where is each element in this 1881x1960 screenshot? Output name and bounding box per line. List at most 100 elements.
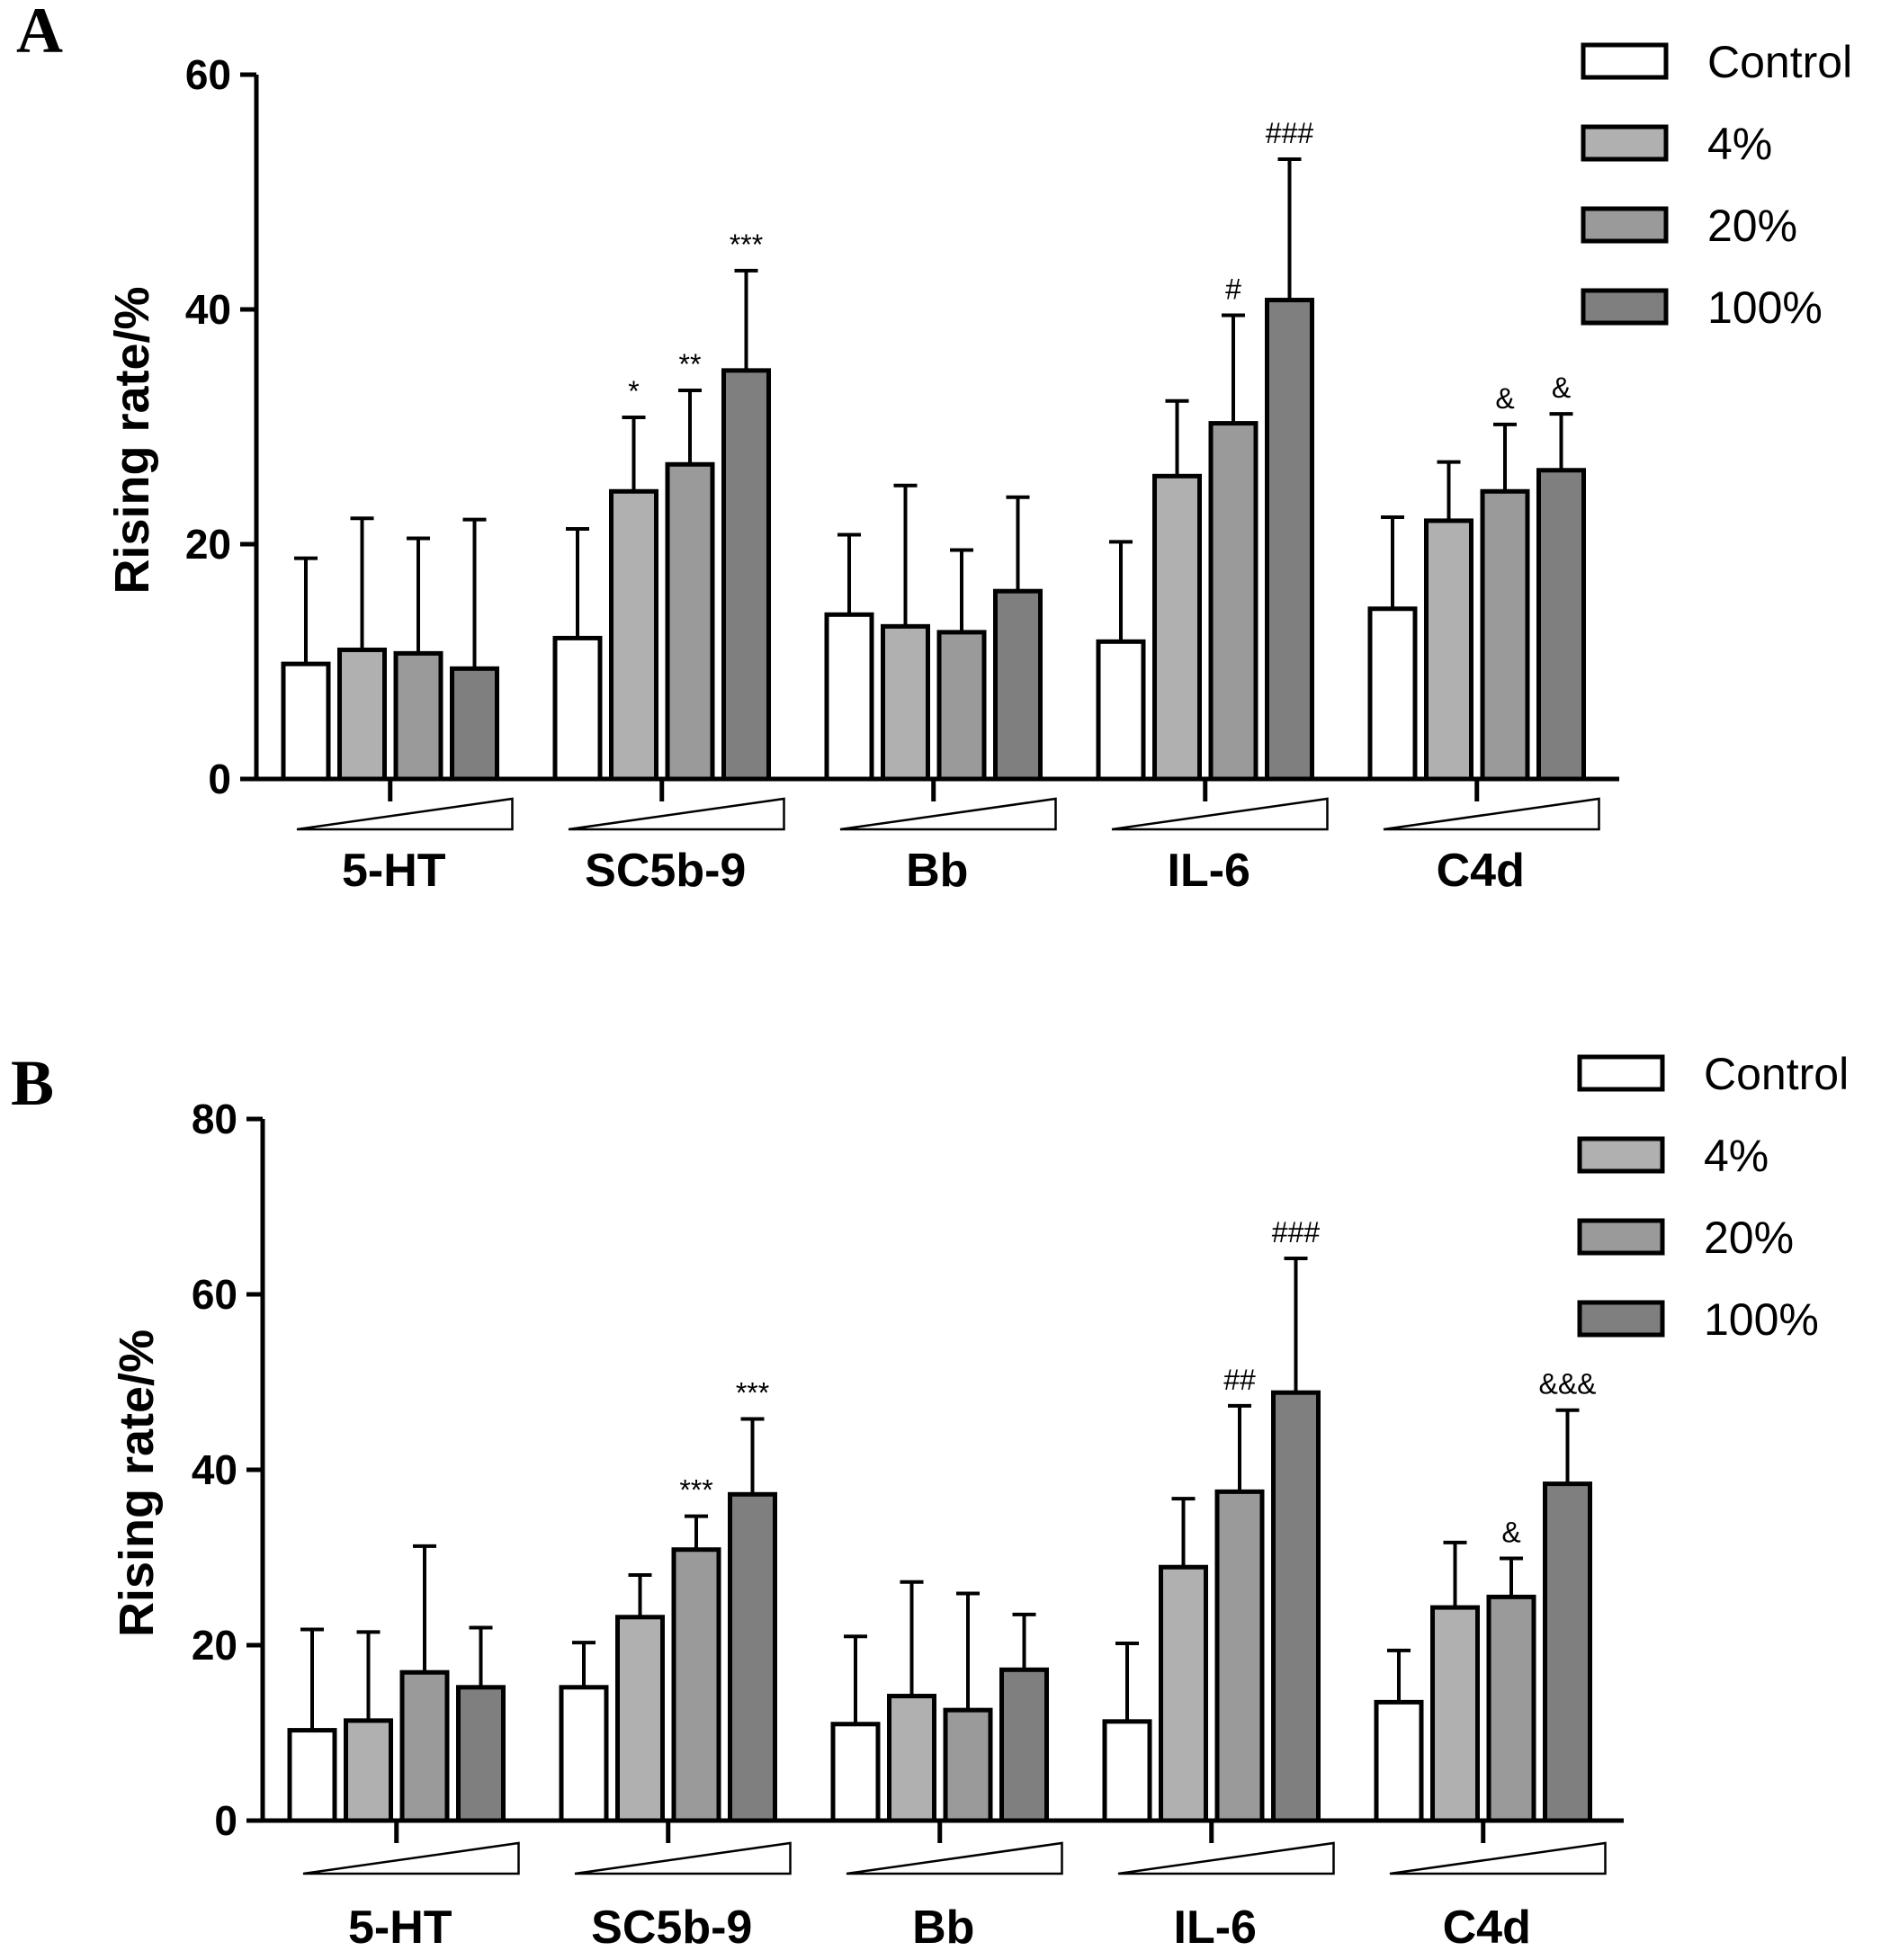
concentration-wedge xyxy=(846,1841,1063,1875)
category-label: C4d xyxy=(1443,1902,1531,1954)
chart-panel-a: A 0 20 40 60 Rising rate/% 5-HT SC5b-9 Bb IL-6 C4d… xyxy=(16,0,1852,897)
legend-label: 4% xyxy=(1704,1131,1769,1181)
significance-mark: *** xyxy=(730,228,763,261)
category-label: SC5b-9 xyxy=(585,845,746,897)
significance-mark: # xyxy=(1225,273,1241,306)
bar xyxy=(824,612,874,782)
significance-mark: & xyxy=(1501,1516,1520,1548)
bar xyxy=(1486,1594,1536,1823)
category-label: SC5b-9 xyxy=(591,1902,752,1954)
significance-mark: *** xyxy=(736,1376,769,1409)
significance-mark: ** xyxy=(679,348,702,380)
concentration-wedge xyxy=(1383,797,1600,831)
legend-label: 20% xyxy=(1707,201,1797,251)
bar xyxy=(999,1667,1049,1823)
concentration-wedge xyxy=(302,1841,520,1875)
y-axis-label: Rising rate/% xyxy=(110,1329,164,1637)
bar xyxy=(456,1685,506,1823)
bar xyxy=(1430,1605,1480,1823)
bar xyxy=(287,1728,337,1823)
bar xyxy=(1152,473,1202,782)
bar xyxy=(671,1547,721,1823)
legend-swatch xyxy=(1577,1136,1665,1174)
bar xyxy=(1374,1699,1424,1823)
y-tick-label: 40 xyxy=(185,286,231,333)
bar xyxy=(1159,1564,1208,1823)
bar xyxy=(559,1685,609,1823)
y-tick-label: 20 xyxy=(192,1622,237,1669)
bar xyxy=(1096,639,1146,782)
legend-label: 4% xyxy=(1707,119,1772,169)
bar xyxy=(881,623,930,782)
y-tick-label: 80 xyxy=(192,1096,237,1142)
bar xyxy=(1424,518,1473,782)
y-tick-label: 40 xyxy=(192,1446,237,1493)
bar xyxy=(1102,1719,1152,1823)
concentration-wedge xyxy=(568,797,785,831)
legend-swatch xyxy=(1581,206,1669,244)
bar xyxy=(1480,488,1530,782)
y-axis-label: Rising rate/% xyxy=(105,286,159,594)
bar xyxy=(552,635,603,782)
legend-label: 100% xyxy=(1707,282,1823,333)
bar xyxy=(1543,1481,1592,1823)
bar xyxy=(337,647,387,782)
bar xyxy=(1367,606,1418,782)
significance-mark: *** xyxy=(679,1474,712,1507)
bar xyxy=(399,1669,450,1823)
significance-mark: & xyxy=(1552,371,1571,404)
category-label: Bb xyxy=(912,1902,974,1954)
y-tick-label: 0 xyxy=(214,1797,237,1844)
bar xyxy=(609,488,658,782)
concentration-wedge xyxy=(1389,1841,1607,1875)
legend-swatch xyxy=(1581,124,1669,162)
legend-label: 20% xyxy=(1704,1213,1794,1263)
concentration-wedge xyxy=(574,1841,792,1875)
concentration-wedge xyxy=(296,797,514,831)
bar xyxy=(281,661,331,782)
bar xyxy=(393,650,443,782)
bar xyxy=(1271,1390,1321,1823)
significance-mark: ### xyxy=(1272,1216,1321,1248)
bar xyxy=(344,1718,393,1823)
bar xyxy=(615,1615,665,1823)
legend-swatch xyxy=(1577,1218,1665,1256)
bar xyxy=(993,588,1043,782)
legend-swatch xyxy=(1577,1300,1665,1338)
bar xyxy=(1208,421,1258,782)
legend-swatch xyxy=(1577,1054,1665,1092)
bar xyxy=(887,1694,936,1823)
concentration-wedge xyxy=(1117,1841,1335,1875)
significance-mark: ## xyxy=(1223,1364,1256,1396)
significance-mark: ### xyxy=(1266,117,1314,149)
category-label: C4d xyxy=(1437,845,1525,897)
bar xyxy=(665,461,715,782)
bar xyxy=(450,666,499,782)
bar xyxy=(728,1491,777,1823)
legend-swatch xyxy=(1581,288,1669,326)
bar xyxy=(1214,1489,1265,1823)
legend-label: 100% xyxy=(1704,1294,1819,1345)
concentration-wedge xyxy=(1111,797,1329,831)
legend-label: Control xyxy=(1707,37,1852,87)
bar xyxy=(1265,298,1314,782)
significance-mark: &&& xyxy=(1538,1368,1596,1401)
y-tick-label: 60 xyxy=(192,1271,237,1318)
significance-mark: * xyxy=(628,375,639,407)
y-tick-label: 60 xyxy=(185,51,231,98)
y-tick-label: 20 xyxy=(185,521,231,568)
category-label: 5-HT xyxy=(348,1902,452,1954)
legend-label: Control xyxy=(1704,1049,1849,1099)
panel-label: B xyxy=(11,1047,54,1119)
category-label: 5-HT xyxy=(342,845,446,897)
chart-panel-b: B 0 20 40 60 80 Rising rate/% 5-HT SC5b-9 Bb IL-6 C… xyxy=(11,1047,1849,1954)
legend-swatch xyxy=(1581,42,1669,80)
bar xyxy=(943,1707,993,1823)
bar xyxy=(830,1722,881,1823)
category-label: Bb xyxy=(906,845,968,897)
category-label: IL-6 xyxy=(1168,845,1250,897)
bar xyxy=(1536,468,1586,782)
significance-mark: & xyxy=(1495,382,1514,415)
panel-label: A xyxy=(16,0,63,67)
